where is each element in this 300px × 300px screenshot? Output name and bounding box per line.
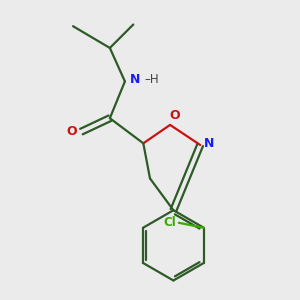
Text: O: O — [169, 109, 180, 122]
Text: N: N — [130, 73, 140, 86]
Text: –H: –H — [144, 73, 159, 86]
Text: Cl: Cl — [163, 216, 176, 229]
Text: N: N — [204, 137, 215, 150]
Text: O: O — [67, 125, 77, 138]
